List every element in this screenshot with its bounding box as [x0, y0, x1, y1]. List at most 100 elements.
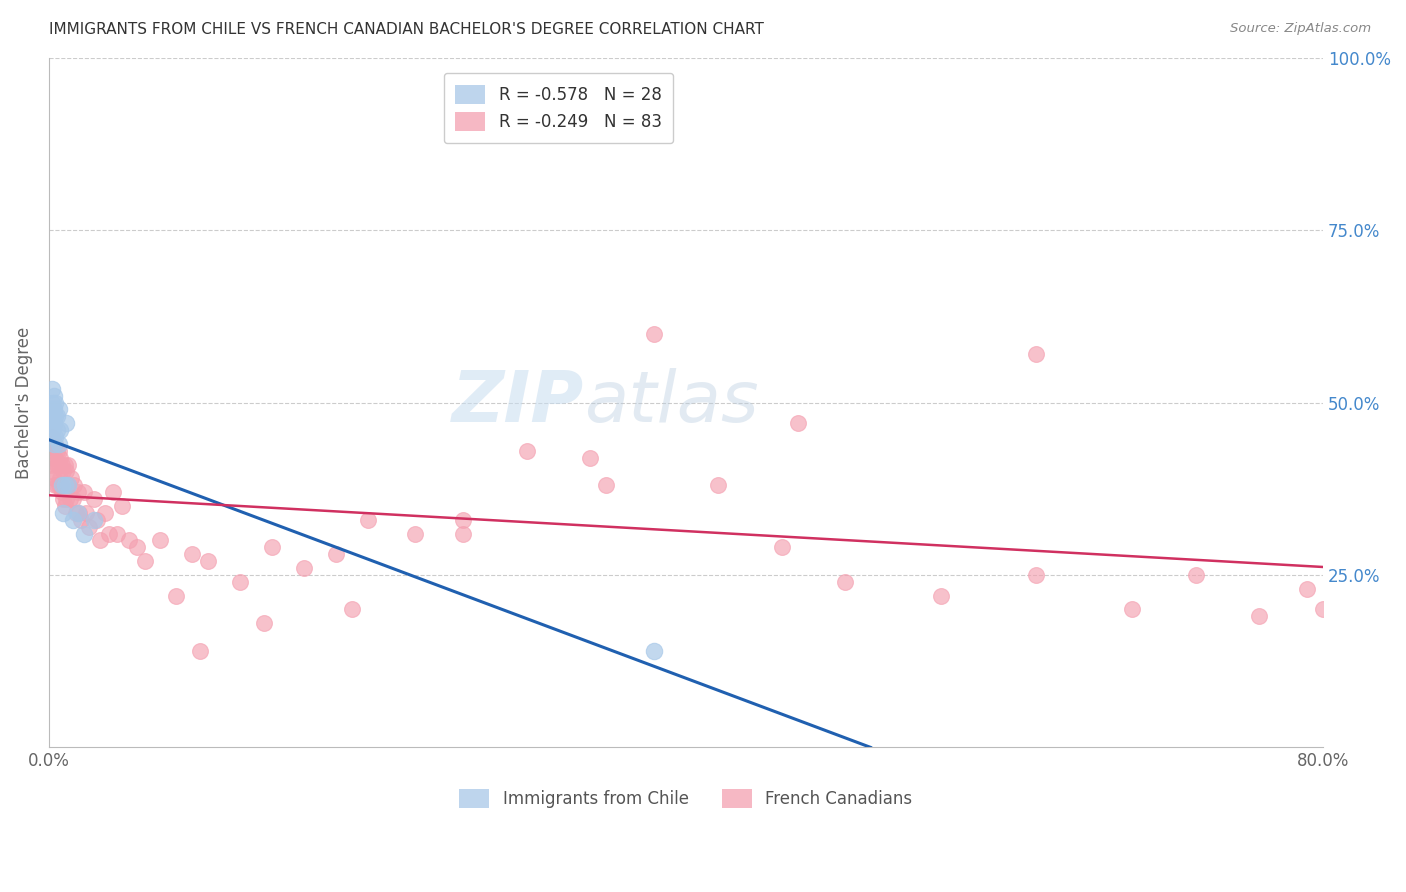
Point [42, 437, 65, 451]
Point [41, 423, 63, 437]
Point [44, 450, 66, 465]
Point [53, 458, 76, 472]
Point [117, 533, 139, 548]
Point [1025, 568, 1047, 582]
Point [49, 423, 72, 437]
Legend: Immigrants from Chile, French Canadians: Immigrants from Chile, French Canadians [453, 782, 920, 815]
Point [41, 409, 63, 424]
Point [44, 478, 66, 492]
Point [41, 465, 63, 479]
Point [41, 382, 63, 396]
Point [55, 416, 77, 430]
Point [451, 526, 474, 541]
Point [834, 574, 856, 589]
Y-axis label: Bachelor's Degree: Bachelor's Degree [15, 326, 32, 479]
Point [770, 541, 793, 555]
Point [77, 519, 100, 533]
Point [73, 485, 96, 500]
Point [56, 458, 79, 472]
Point [707, 478, 730, 492]
Point [45, 443, 67, 458]
Point [44, 409, 66, 424]
Point [45, 423, 67, 437]
Point [125, 541, 148, 555]
Point [63, 478, 86, 492]
Point [51, 485, 73, 500]
Point [44, 395, 66, 409]
Point [42, 416, 65, 430]
Point [48, 458, 70, 472]
Point [643, 644, 665, 658]
Point [48, 402, 70, 417]
Point [1296, 582, 1319, 596]
Point [51, 478, 73, 492]
Point [53, 499, 76, 513]
Point [451, 513, 474, 527]
Point [52, 491, 75, 506]
Point [42, 402, 65, 417]
Point [41, 395, 63, 409]
Point [65, 506, 87, 520]
Point [45, 458, 67, 472]
Point [165, 589, 187, 603]
Point [44, 437, 66, 451]
Point [929, 589, 952, 603]
Point [59, 491, 82, 506]
Point [56, 478, 79, 492]
Point [404, 526, 426, 541]
Text: Source: ZipAtlas.com: Source: ZipAtlas.com [1230, 22, 1371, 36]
Point [69, 513, 91, 527]
Point [45, 478, 67, 492]
Point [1249, 609, 1271, 624]
Point [56, 478, 79, 492]
Point [39, 416, 62, 430]
Point [44, 430, 66, 444]
Point [516, 443, 538, 458]
Point [1312, 602, 1334, 616]
Point [39, 437, 62, 451]
Point [786, 416, 808, 430]
Point [55, 465, 77, 479]
Point [55, 491, 77, 506]
Point [62, 491, 84, 506]
Point [42, 450, 65, 465]
Point [134, 554, 156, 568]
Point [260, 541, 283, 555]
Point [83, 513, 105, 527]
Point [42, 437, 65, 451]
Point [1121, 602, 1143, 616]
Point [75, 506, 97, 520]
Point [356, 513, 378, 527]
Point [39, 402, 62, 417]
Point [101, 485, 124, 500]
Point [83, 491, 105, 506]
Point [86, 513, 108, 527]
Point [111, 499, 134, 513]
Point [149, 533, 172, 548]
Text: ZIP: ZIP [451, 368, 583, 437]
Point [49, 450, 72, 465]
Point [52, 506, 75, 520]
Point [42, 471, 65, 485]
Point [67, 506, 90, 520]
Point [52, 465, 75, 479]
Point [89, 533, 111, 548]
Point [53, 478, 76, 492]
Point [53, 478, 76, 492]
Point [229, 574, 252, 589]
Point [48, 437, 70, 451]
Point [98, 526, 121, 541]
Point [42, 389, 65, 403]
Point [181, 547, 204, 561]
Point [66, 485, 89, 500]
Point [41, 430, 63, 444]
Point [1025, 347, 1047, 361]
Text: IMMIGRANTS FROM CHILE VS FRENCH CANADIAN BACHELOR'S DEGREE CORRELATION CHART: IMMIGRANTS FROM CHILE VS FRENCH CANADIAN… [49, 22, 763, 37]
Point [48, 478, 70, 492]
Point [73, 526, 96, 541]
Point [39, 458, 62, 472]
Point [93, 506, 115, 520]
Point [62, 513, 84, 527]
Point [45, 409, 67, 424]
Point [197, 554, 219, 568]
